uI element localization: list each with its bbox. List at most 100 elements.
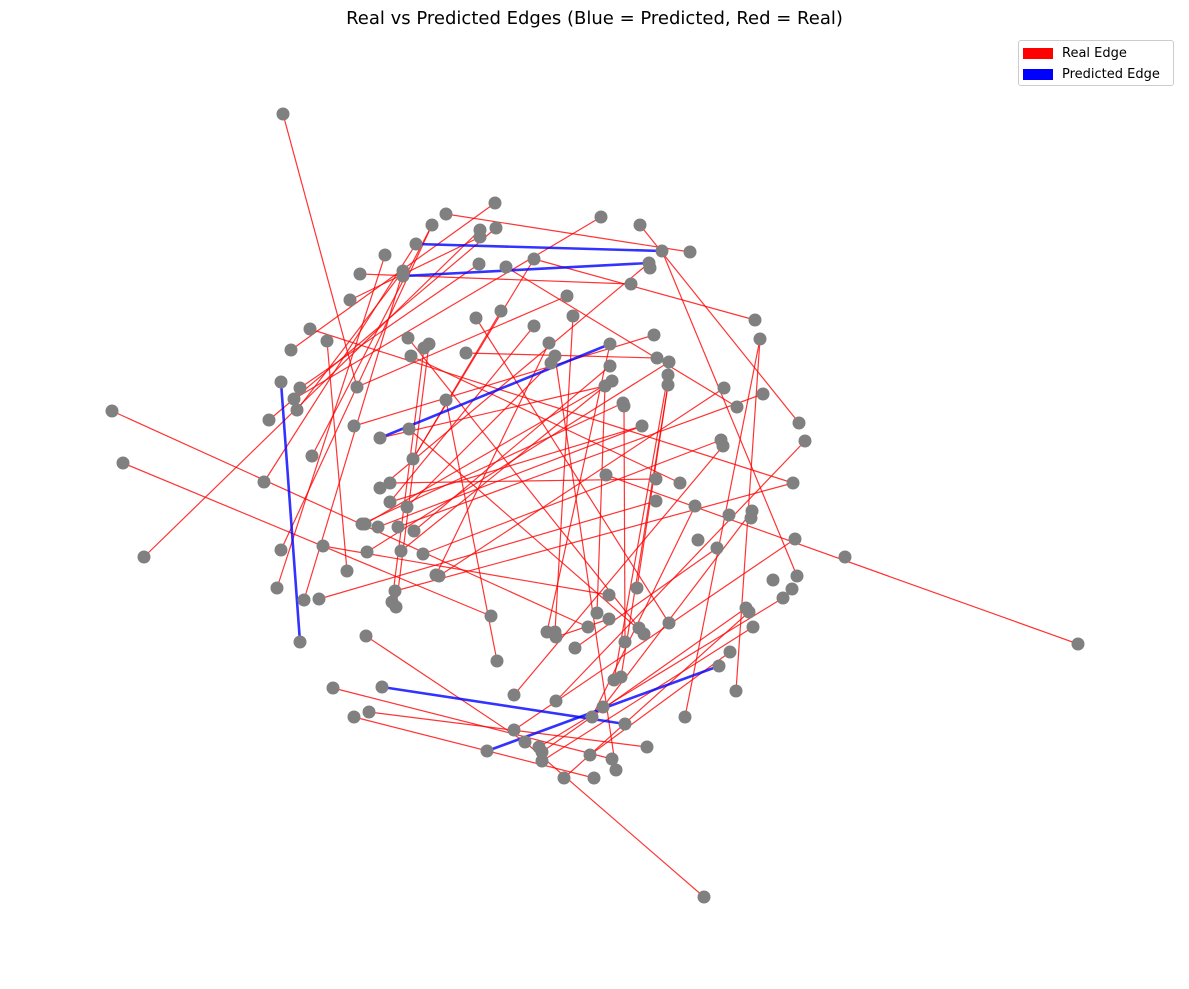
- graph-node: [287, 392, 301, 406]
- real-edge: [465, 352, 658, 359]
- graph-node: [388, 584, 402, 598]
- graph-node: [488, 196, 502, 210]
- graph-node: [116, 456, 130, 470]
- graph-node: [661, 378, 675, 392]
- graph-node: [603, 359, 617, 373]
- graph-node: [422, 337, 436, 351]
- graph-node: [105, 404, 119, 418]
- real-edge: [596, 385, 606, 614]
- graph-node: [583, 748, 597, 762]
- real-edge: [555, 440, 806, 702]
- graph-node: [340, 564, 354, 578]
- legend-swatch-real: [1023, 48, 1053, 59]
- real-edge: [412, 258, 535, 460]
- graph-node: [347, 419, 361, 433]
- graph-node: [312, 592, 326, 606]
- graph-node: [766, 573, 780, 587]
- graph-node: [535, 745, 549, 759]
- real-edge: [574, 547, 718, 649]
- graph-node: [373, 481, 387, 495]
- real-edge: [475, 317, 670, 624]
- real-edge: [394, 482, 794, 592]
- graph-node: [499, 260, 513, 274]
- graph-node: [406, 452, 420, 466]
- graph-node: [375, 680, 389, 694]
- graph-node: [655, 244, 669, 258]
- real-edge: [309, 328, 794, 484]
- graph-node: [790, 569, 804, 583]
- graph-node: [347, 710, 361, 724]
- graph-node: [585, 710, 599, 724]
- graph-node: [257, 475, 271, 489]
- graph-node: [581, 620, 595, 634]
- graph-node: [358, 517, 372, 531]
- real-edge: [538, 597, 784, 748]
- graph-node: [637, 627, 651, 641]
- real-edge: [365, 635, 526, 743]
- graph-node: [599, 468, 613, 482]
- graph-node: [432, 569, 446, 583]
- graph-node: [480, 744, 494, 758]
- real-edge: [407, 337, 640, 629]
- graph-node: [712, 659, 726, 673]
- graph-node: [753, 332, 767, 346]
- graph-node: [566, 309, 580, 323]
- graph-node: [730, 400, 744, 414]
- graph-node: [697, 890, 711, 904]
- real-edge: [438, 387, 725, 577]
- graph-node: [276, 107, 290, 121]
- graph-node: [650, 351, 664, 365]
- graph-node: [710, 541, 724, 555]
- real-edge: [349, 236, 481, 301]
- real-edge: [326, 340, 348, 572]
- graph-node: [402, 422, 416, 436]
- graph-node: [407, 524, 421, 538]
- graph-node: [635, 419, 649, 433]
- graph-node: [394, 544, 408, 558]
- real-edge: [406, 362, 552, 508]
- graph-node: [326, 681, 340, 695]
- graph-node: [527, 319, 541, 333]
- graph-node: [535, 754, 549, 768]
- graph-node: [683, 245, 697, 259]
- graph-node: [425, 218, 439, 232]
- real-edge: [263, 243, 417, 483]
- graph-node: [729, 684, 743, 698]
- real-edge: [332, 687, 613, 760]
- graph-node: [518, 735, 532, 749]
- real-edge: [413, 365, 611, 532]
- graph-node: [389, 600, 403, 614]
- legend-item-real: Real Edge: [1023, 46, 1127, 61]
- real-edge: [122, 462, 492, 617]
- graph-node: [798, 434, 812, 448]
- graph-node: [362, 705, 376, 719]
- real-edge: [364, 380, 613, 525]
- graph-node: [262, 413, 276, 427]
- graph-node: [688, 499, 702, 513]
- real-edge: [395, 343, 430, 608]
- real-edge: [311, 224, 433, 457]
- real-edge: [111, 410, 589, 628]
- graph-node: [649, 494, 663, 508]
- real-edge: [533, 258, 756, 321]
- graph-node: [748, 313, 762, 327]
- graph-node: [643, 261, 657, 275]
- graph-node: [494, 304, 508, 318]
- graph-node: [602, 612, 616, 626]
- graph-node: [788, 532, 802, 546]
- graph-node: [691, 533, 705, 547]
- graph-node: [549, 694, 563, 708]
- graph-node: [544, 356, 558, 370]
- graph-node: [409, 237, 423, 251]
- graph-node: [274, 543, 288, 557]
- graph-node: [484, 609, 498, 623]
- real-edge: [299, 263, 480, 389]
- predicted-edge: [381, 685, 626, 726]
- graph-node: [371, 520, 385, 534]
- graph-node: [568, 641, 582, 655]
- graph-node: [587, 771, 601, 785]
- graph-node: [661, 368, 675, 382]
- graph-node: [305, 449, 319, 463]
- real-edge: [613, 374, 669, 681]
